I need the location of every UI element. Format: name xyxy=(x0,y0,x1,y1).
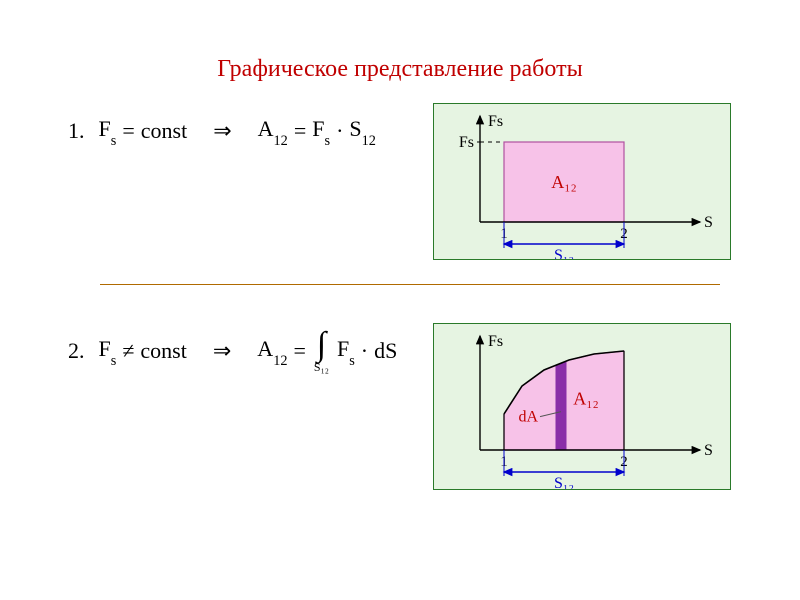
formula-row-2: 2. Fs ≠ const ⇒ A12 = ∫ S₁₂ Fs · dS xyxy=(68,330,397,373)
formula-row-1: 1. Fs = const ⇒ A12 = Fs · S12 xyxy=(68,116,376,146)
row2-A12: A12 xyxy=(257,336,287,366)
svg-text:S₁₂: S₁₂ xyxy=(554,475,574,489)
svg-text:Fs: Fs xyxy=(488,333,503,350)
row2-eq2: = xyxy=(293,338,305,364)
row1-const: const xyxy=(141,118,187,144)
section-divider xyxy=(100,284,720,285)
row1-num: 1. xyxy=(68,118,85,144)
svg-text:dA: dA xyxy=(518,409,538,426)
chart-2-svg: FsSdAA₁₂12S₁₂ xyxy=(434,324,730,489)
svg-text:S₁₂: S₁₂ xyxy=(554,247,574,259)
row1-dot: · xyxy=(336,118,343,144)
row1-eq2: = xyxy=(294,118,306,144)
chart-1-panel: FsSFsA₁₂12S₁₂ xyxy=(433,103,731,260)
row2-dS: dS xyxy=(374,338,397,364)
row2-implies: ⇒ xyxy=(213,338,231,364)
row2-dot: · xyxy=(361,338,368,364)
svg-text:Fs: Fs xyxy=(459,134,474,151)
row1-S12: S12 xyxy=(349,116,376,146)
row1-Fs: Fs xyxy=(99,116,117,146)
row2-neq: ≠ xyxy=(122,338,134,364)
row1-eq: = xyxy=(122,118,134,144)
page-title: Графическое представление работы xyxy=(0,56,800,83)
row1-A12: A12 xyxy=(258,116,288,146)
svg-text:Fs: Fs xyxy=(488,113,503,130)
chart-1-svg: FsSFsA₁₂12S₁₂ xyxy=(434,104,730,259)
svg-text:S: S xyxy=(704,214,713,231)
row2-Fs2: Fs xyxy=(337,336,355,366)
row2-num: 2. xyxy=(68,338,85,364)
row2-const: const xyxy=(140,338,186,364)
row1-Fs2: Fs xyxy=(312,116,330,146)
svg-text:A₁₂: A₁₂ xyxy=(551,172,577,192)
row2-Fs: Fs xyxy=(99,336,117,366)
row1-implies: ⇒ xyxy=(213,118,231,144)
chart-2-panel: FsSdAA₁₂12S₁₂ xyxy=(433,323,731,490)
integral-icon: ∫ S₁₂ xyxy=(314,330,329,373)
svg-text:A₁₂: A₁₂ xyxy=(573,389,599,409)
svg-text:S: S xyxy=(704,442,713,459)
